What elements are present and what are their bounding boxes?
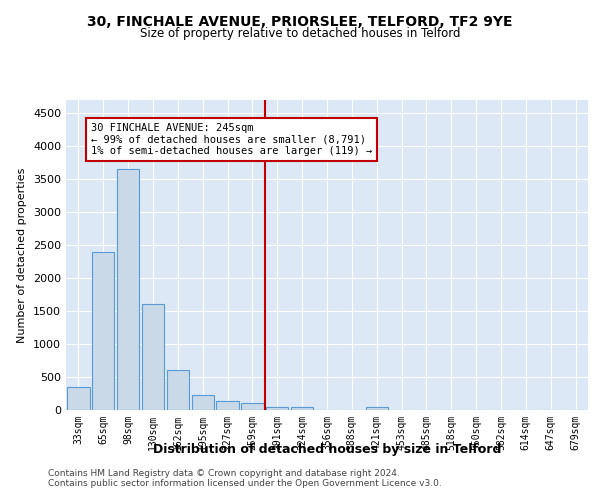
Y-axis label: Number of detached properties: Number of detached properties (17, 168, 28, 342)
Bar (365, 406, 388, 410)
Bar (266, 406, 289, 410)
Bar (142, 304, 164, 410)
Bar (291, 406, 313, 410)
Bar (191, 396, 214, 410)
Bar (67, 387, 89, 410)
Text: 30 FINCHALE AVENUE: 245sqm
← 99% of detached houses are smaller (8,791)
1% of se: 30 FINCHALE AVENUE: 245sqm ← 99% of deta… (91, 123, 372, 156)
Text: Contains HM Land Registry data © Crown copyright and database right 2024.: Contains HM Land Registry data © Crown c… (48, 468, 400, 477)
Text: Distribution of detached houses by size in Telford: Distribution of detached houses by size … (153, 442, 501, 456)
Text: Size of property relative to detached houses in Telford: Size of property relative to detached ho… (140, 28, 460, 40)
Bar (167, 370, 189, 410)
Bar (241, 404, 263, 410)
Bar (92, 252, 115, 410)
Text: 30, FINCHALE AVENUE, PRIORSLEE, TELFORD, TF2 9YE: 30, FINCHALE AVENUE, PRIORSLEE, TELFORD,… (87, 15, 513, 29)
Bar (217, 402, 239, 410)
Bar (117, 170, 139, 410)
Text: Contains public sector information licensed under the Open Government Licence v3: Contains public sector information licen… (48, 478, 442, 488)
